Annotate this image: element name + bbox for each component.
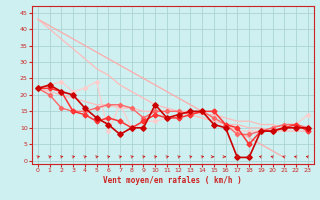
X-axis label: Vent moyen/en rafales ( km/h ): Vent moyen/en rafales ( km/h ) [103,176,242,185]
